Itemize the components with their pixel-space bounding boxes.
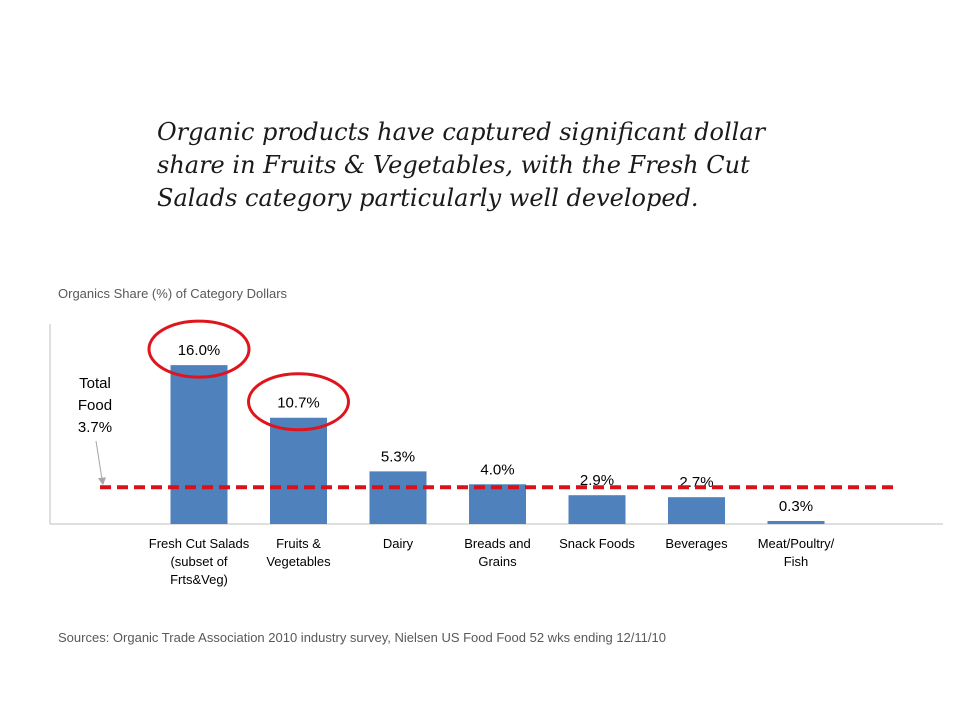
category-label: Meat/Poultry/Fish — [758, 536, 835, 569]
reference-arrow-head — [98, 477, 106, 486]
bar — [668, 497, 725, 524]
chart-title: Organics Share (%) of Category Dollars — [58, 286, 288, 301]
highlight-circle — [147, 319, 251, 379]
data-label: 10.7% — [277, 395, 320, 412]
category-label: Dairy — [383, 536, 414, 551]
category-label: Snack Foods — [559, 536, 635, 551]
category-label: Breads and Grains — [464, 536, 531, 569]
bar — [568, 495, 626, 524]
data-label: 16.0% — [178, 342, 221, 359]
data-label: 0.3% — [779, 498, 813, 515]
category-label: Beverages — [665, 536, 728, 551]
reference-arrow-shaft — [95, 440, 103, 480]
bar — [469, 484, 526, 524]
bar — [369, 471, 427, 524]
slide-headline: Organic products have captured significa… — [157, 118, 766, 212]
bar — [767, 521, 825, 524]
category-label: Fruits & Vegetables — [266, 536, 331, 569]
data-label: 5.3% — [381, 448, 415, 465]
bar — [270, 417, 327, 524]
data-label: 2.9% — [580, 472, 614, 489]
source-note: Sources: Organic Trade Association 2010 … — [58, 630, 666, 645]
total-food-label: Total Food 3.7% — [78, 375, 112, 436]
data-label: 4.0% — [480, 461, 514, 478]
category-label: Fresh Cut Salads (subset of Frts&Veg) — [149, 536, 250, 587]
bar — [170, 365, 228, 524]
highlight-circle — [247, 372, 350, 432]
